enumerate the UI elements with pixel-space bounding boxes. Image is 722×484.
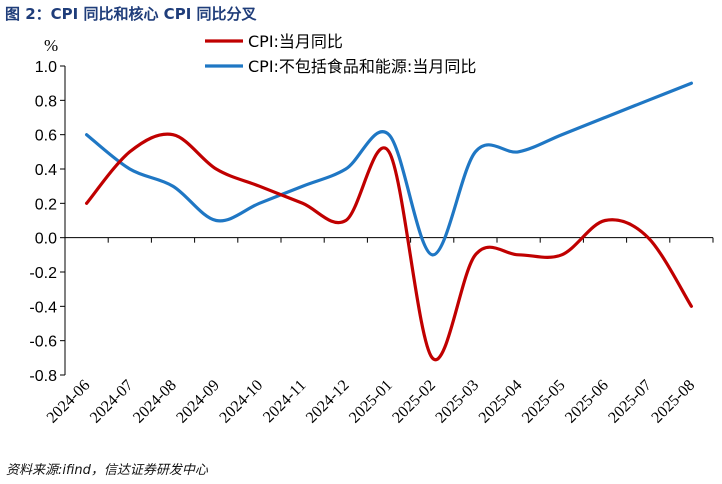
- x-tick-label: 2025-03: [432, 377, 482, 427]
- series-line-cpi: [85, 132, 693, 362]
- series-line-core-cpi: [85, 81, 693, 257]
- x-tick-label: 2024-10: [216, 377, 266, 427]
- legend-label-cpi: CPI:当月同比: [248, 32, 343, 51]
- x-tick-label: 2025-04: [476, 377, 526, 427]
- x-tick-label: 2025-06: [562, 377, 612, 427]
- x-tick-label: 2024-07: [87, 377, 137, 427]
- x-tick-label: 2025-02: [389, 377, 439, 427]
- y-tick-label: -0.2: [29, 265, 57, 282]
- y-tick-label: 0.6: [35, 128, 57, 145]
- y-axis-unit: %: [44, 36, 58, 55]
- x-tick-label: 2025-07: [605, 377, 655, 427]
- x-tick-label: 2024-12: [303, 377, 353, 427]
- x-tick-label: 2025-01: [346, 377, 396, 427]
- legend-label-core-cpi: CPI:不包括食品和能源:当月同比: [248, 57, 476, 76]
- x-tick-label: 2025-08: [648, 377, 698, 427]
- legend: CPI:当月同比 CPI:不包括食品和能源:当月同比: [205, 32, 476, 76]
- y-tick-label: 0.4: [35, 162, 57, 179]
- y-tick-label: -0.6: [29, 334, 57, 351]
- x-tick-label: 2024-09: [173, 377, 223, 427]
- x-tick-label: 2024-11: [260, 377, 309, 426]
- source-note: 资料来源:ifind，信达证券研发中心: [6, 463, 208, 478]
- y-tick-label: 0.2: [35, 196, 57, 213]
- x-tick-label: 2024-08: [130, 377, 180, 427]
- y-tick-label: 0.0: [35, 231, 57, 248]
- y-tick-label: 1.0: [35, 59, 57, 76]
- y-tick-label: -0.8: [29, 368, 57, 385]
- y-tick-label: -0.4: [29, 299, 57, 316]
- figure-title: 图 2：CPI 同比和核心 CPI 同比分叉: [5, 5, 257, 23]
- x-tick-label: 2025-05: [519, 377, 569, 427]
- y-tick-label: 0.8: [35, 93, 57, 110]
